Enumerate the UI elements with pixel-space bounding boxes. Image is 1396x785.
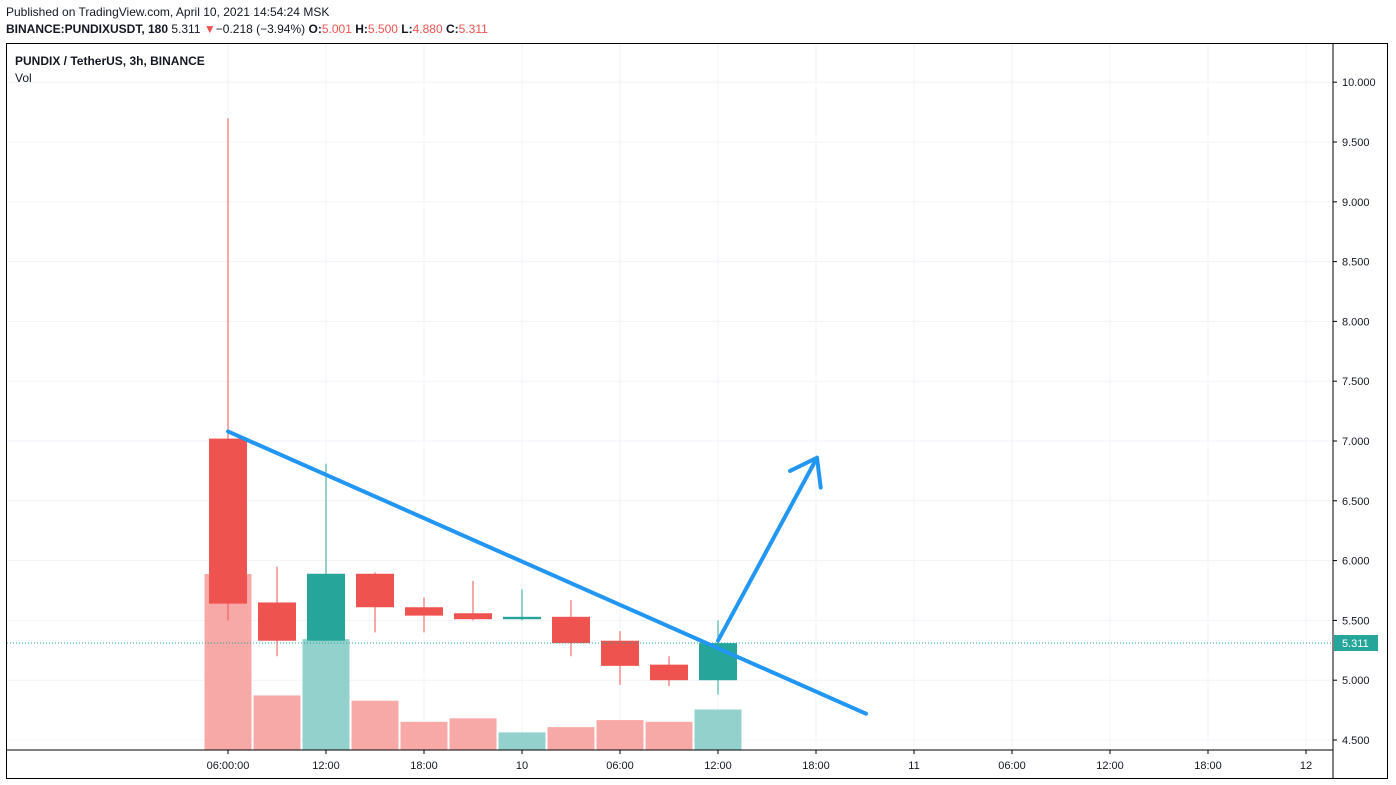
symbol-label[interactable]: BINANCE:PUNDIXUSDT, 180 <box>6 22 169 36</box>
candle[interactable] <box>650 656 688 687</box>
volume-bar <box>498 732 546 750</box>
high-label: H: <box>355 22 368 36</box>
trend-line-drawing[interactable] <box>226 429 868 716</box>
volume-bar <box>645 721 693 750</box>
time-tick-label: 18:00 <box>410 760 438 772</box>
candles <box>209 118 737 695</box>
time-tick-label: 06:00 <box>998 760 1026 772</box>
price-tick-label: 8.000 <box>1342 316 1370 328</box>
close-value: 5.311 <box>458 22 488 36</box>
candle-body <box>307 573 345 641</box>
down-arrow-icon: ▼ <box>203 22 216 36</box>
price-change: −0.218 (−3.94%) <box>215 22 306 36</box>
volume-bar <box>253 695 301 750</box>
candle-body <box>650 664 688 681</box>
candle[interactable] <box>454 580 492 621</box>
time-tick-label: 10 <box>516 760 528 772</box>
candle-body <box>552 616 590 644</box>
candle-body <box>601 640 639 666</box>
time-tick-label: 18:00 <box>802 760 830 772</box>
candle-body <box>258 602 296 641</box>
time-axis[interactable]: 06:00:00 12:00 18:00 10 06:00 12:00 18:00 11 06:… <box>207 750 1313 772</box>
time-tick-label: 11 <box>908 760 919 772</box>
price-tick-label: 5.500 <box>1342 615 1370 627</box>
candle[interactable] <box>258 566 296 657</box>
chart-header: Published on TradingView.com, April 10, … <box>6 4 1386 38</box>
last-price: 5.311 <box>171 22 201 36</box>
low-value: 4.880 <box>412 22 443 36</box>
price-axis[interactable]: 10.000 9.500 9.000 8.500 8.000 7.500 7.000 6.50… <box>1333 77 1376 747</box>
legend-title[interactable]: PUNDIX / TetherUS, 3h, BINANCE <box>15 54 205 68</box>
price-tick-label: 6.500 <box>1342 496 1370 508</box>
candle-body <box>454 613 492 620</box>
arrow-shaft <box>716 455 819 643</box>
chart-frame <box>6 43 1388 779</box>
ohlc-line: BINANCE:PUNDIXUSDT, 180 5.311 ▼−0.218 (−… <box>6 21 1386 38</box>
candle-body <box>209 438 247 604</box>
price-tick-label: 6.000 <box>1342 556 1370 568</box>
arrow-head <box>788 455 823 490</box>
candle[interactable] <box>307 463 345 641</box>
price-tick-label: 7.000 <box>1342 436 1370 448</box>
time-tick-label: 12:00 <box>1096 760 1124 772</box>
price-tick-label: 9.500 <box>1342 137 1370 149</box>
candle[interactable] <box>405 597 443 633</box>
candle[interactable] <box>503 589 541 621</box>
candle[interactable] <box>699 620 737 695</box>
volume-bar <box>351 700 399 750</box>
high-value: 5.500 <box>367 22 398 36</box>
open-value: 5.001 <box>321 22 352 36</box>
price-tick-label: 10.000 <box>1342 77 1376 89</box>
arrow-drawing[interactable] <box>716 455 823 643</box>
chart-legend: PUNDIX / TetherUS, 3h, BINANCE Vol <box>15 53 205 87</box>
time-tick-label: 18:00 <box>1194 760 1222 772</box>
candle-body <box>503 616 541 620</box>
price-tick-label: 5.000 <box>1342 675 1370 687</box>
candle[interactable] <box>209 118 247 621</box>
close-label: C: <box>445 22 459 36</box>
last-price-badge-text: 5.311 <box>1342 638 1369 650</box>
time-tick-label: 06:00:00 <box>207 760 250 772</box>
last-price-badge: 5.311 <box>1334 635 1378 652</box>
volume-bar <box>400 721 448 750</box>
price-tick-label: 7.500 <box>1342 376 1370 388</box>
candle-body <box>356 573 394 608</box>
candle[interactable] <box>552 600 590 657</box>
candle[interactable] <box>601 631 639 685</box>
volume-bar <box>694 709 742 750</box>
volume-bar <box>302 639 350 750</box>
price-tick-label: 8.500 <box>1342 257 1370 269</box>
volume-bar <box>449 718 497 750</box>
candle[interactable] <box>356 572 394 633</box>
time-tick-label: 12:00 <box>312 760 340 772</box>
open-label: O: <box>308 22 322 36</box>
time-tick-label: 06:00 <box>606 760 634 772</box>
price-tick-label: 9.000 <box>1342 197 1370 209</box>
candle-body <box>405 607 443 616</box>
volume-bar <box>547 727 595 750</box>
last-price-badge-bg <box>1334 635 1378 652</box>
price-tick-label: 4.500 <box>1342 735 1370 747</box>
published-line: Published on TradingView.com, April 10, … <box>6 5 330 19</box>
time-tick-label: 12 <box>1300 760 1312 772</box>
time-tick-label: 12:00 <box>704 760 732 772</box>
volume-legend[interactable]: Vol <box>15 71 32 85</box>
volume-bar <box>596 720 644 750</box>
low-label: L: <box>401 22 413 36</box>
